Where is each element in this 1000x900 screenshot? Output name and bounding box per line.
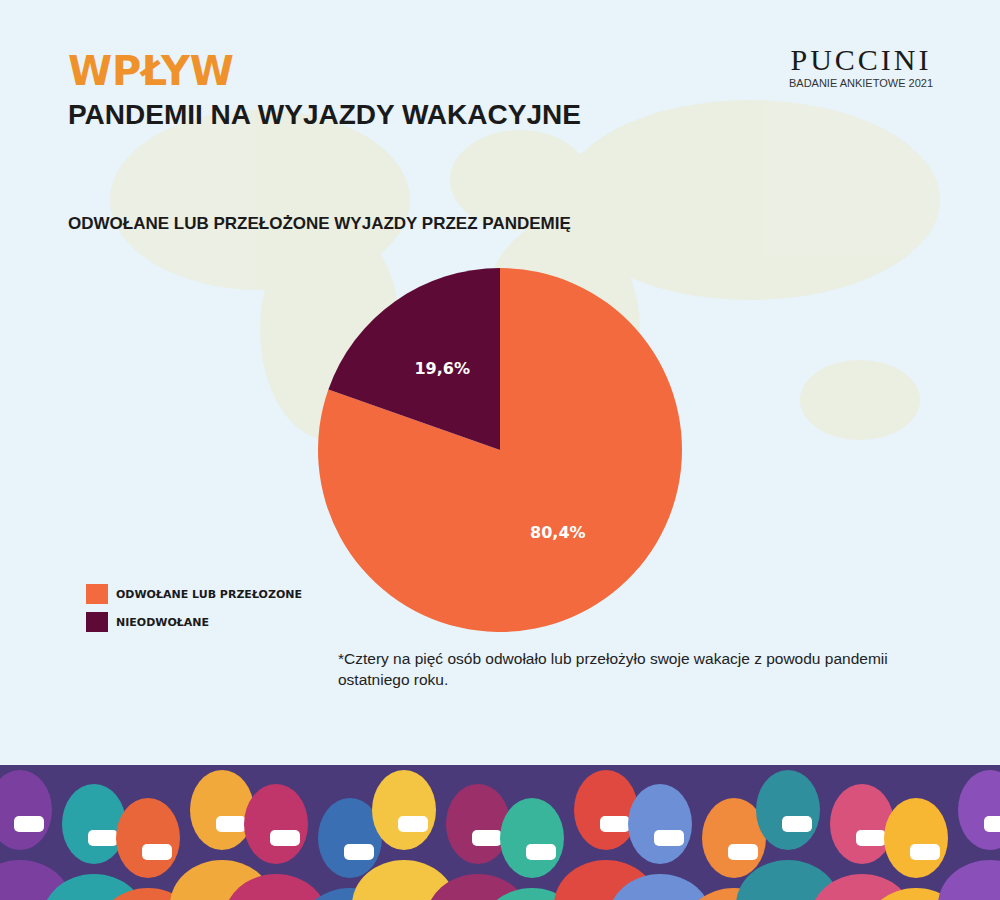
silhouette-body — [224, 874, 328, 900]
map-land — [560, 100, 940, 300]
legend-swatch — [86, 584, 108, 604]
canvas: WPŁYW PANDEMII NA WYJAZDY WAKACYJNE PUCCIN… — [0, 0, 1000, 900]
pie-slice — [318, 268, 682, 632]
footnote: *Cztery na pięć osób odwołało lub przeło… — [338, 648, 963, 690]
silhouette-head — [830, 784, 894, 864]
header-accent: WPŁYW — [68, 48, 234, 94]
legend-label: ODWOŁANE LUB PRZEŁOZONE — [116, 588, 302, 601]
silhouette-body — [938, 860, 1000, 900]
silhouette-mask — [600, 816, 630, 832]
silhouette-body — [608, 874, 712, 900]
brand-sub: BADANIE ANKIETOWE 2021 — [789, 77, 933, 89]
silhouette-mask — [728, 844, 758, 860]
silhouette-head — [372, 770, 436, 850]
crowd-decoration — [0, 765, 1000, 900]
data-label: 19,6% — [414, 359, 470, 378]
silhouette-head — [446, 784, 510, 864]
silhouette-head — [628, 784, 692, 864]
chart-title: ODWOŁANE LUB PRZEŁOŻONE WYJAZDY PRZEZ PA… — [68, 214, 571, 233]
silhouette-mask — [344, 844, 374, 860]
silhouette-head — [244, 784, 308, 864]
silhouette-mask — [654, 830, 684, 846]
silhouette-head — [116, 798, 180, 878]
silhouette-mask — [910, 844, 940, 860]
silhouette-head — [500, 798, 564, 878]
silhouette-mask — [88, 830, 118, 846]
legend: ODWOŁANE LUB PRZEŁOZONE NIEODWOŁANE — [86, 584, 302, 632]
silhouette-mask — [216, 816, 246, 832]
silhouette-mask — [270, 830, 300, 846]
silhouette-head — [62, 784, 126, 864]
legend-swatch — [86, 612, 108, 632]
map-land — [800, 360, 920, 440]
silhouette-mask — [398, 816, 428, 832]
silhouette-mask — [984, 816, 1000, 832]
brand: PUCCINI — [790, 43, 931, 76]
data-labels: 80,4% 19,6% — [414, 359, 585, 541]
silhouette-mask — [472, 830, 502, 846]
pie-slice — [328, 268, 500, 450]
data-label: 80,4% — [530, 523, 586, 542]
silhouette-mask — [14, 816, 44, 832]
header-title: PANDEMII NA WYJAZDY WAKACYJNE — [68, 99, 581, 130]
silhouette-head — [0, 770, 52, 850]
silhouette-head — [884, 798, 948, 878]
silhouette-head — [574, 770, 638, 850]
legend-label: NIEODWOŁANE — [116, 616, 209, 629]
silhouette-mask — [142, 844, 172, 860]
silhouette-head — [958, 770, 1000, 850]
silhouette-mask — [782, 816, 812, 832]
pie — [318, 268, 682, 632]
silhouette-mask — [856, 830, 886, 846]
silhouette-head — [190, 770, 254, 850]
silhouette-head — [756, 770, 820, 850]
silhouette-mask — [526, 844, 556, 860]
